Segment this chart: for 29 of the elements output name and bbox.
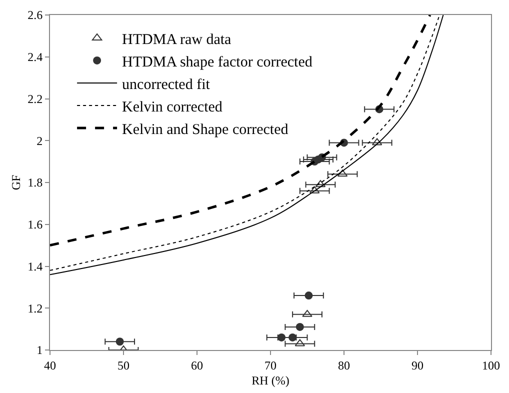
x-tick-label: 50	[118, 358, 130, 372]
x-tick-label: 100	[482, 358, 500, 372]
y-tick-label: 1.2	[28, 301, 43, 316]
x-tick-label: 60	[191, 358, 203, 372]
x-axis-title: RH (%)	[252, 373, 290, 388]
x-tick-label: 80	[338, 358, 350, 372]
legend-label: Kelvin corrected	[122, 99, 223, 116]
point	[304, 292, 313, 300]
point	[296, 322, 304, 331]
y-axis-title: GF	[8, 174, 23, 190]
x-tick-label: 40	[44, 358, 56, 372]
y-tick-label: 1.8	[28, 176, 43, 190]
y-tick-label: 2.4	[28, 50, 43, 64]
point	[278, 333, 286, 342]
y-tick-label: 1.6	[28, 218, 43, 232]
x-tick-label: 70	[264, 358, 276, 372]
x-tick-label: 90	[412, 358, 424, 372]
y-tick-label: 2.6	[28, 8, 43, 22]
y-tick-label: 2.2	[28, 92, 43, 106]
legend-label: HTDMA shape factor corrected	[122, 54, 313, 70]
point	[116, 338, 124, 346]
point	[302, 310, 312, 317]
y-tick-label: 2	[36, 134, 43, 148]
legend-label: HTDMA raw data	[122, 32, 232, 48]
legend-label: Kelvin and Shape corrected	[122, 122, 289, 138]
y-tick-label: 1.4	[28, 259, 43, 274]
point	[288, 333, 297, 342]
legend-label: uncorrected fit	[122, 76, 211, 93]
y-tick-label: 1	[36, 343, 43, 358]
